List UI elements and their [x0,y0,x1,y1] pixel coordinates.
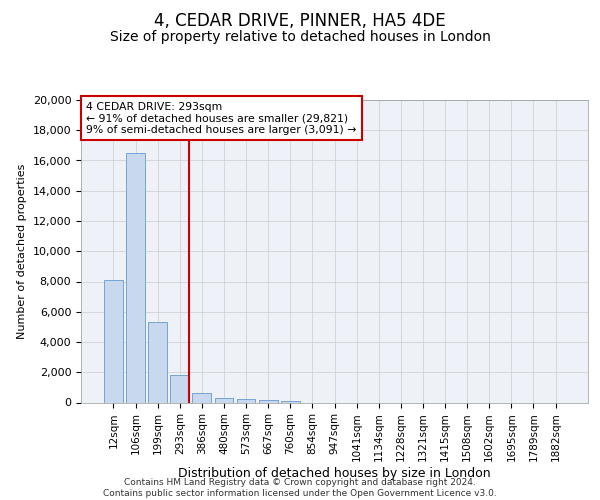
Text: Contains HM Land Registry data © Crown copyright and database right 2024.
Contai: Contains HM Land Registry data © Crown c… [103,478,497,498]
Bar [104,280,123,402]
X-axis label: Distribution of detached houses by size in London: Distribution of detached houses by size … [178,466,491,479]
Bar [281,400,299,402]
Bar [193,392,211,402]
Bar [215,398,233,402]
Text: 4, CEDAR DRIVE, PINNER, HA5 4DE: 4, CEDAR DRIVE, PINNER, HA5 4DE [154,12,446,30]
Bar [148,322,167,402]
Bar [259,400,278,402]
Bar [170,376,189,402]
Bar [236,400,256,402]
Text: Size of property relative to detached houses in London: Size of property relative to detached ho… [110,30,490,44]
Text: 4 CEDAR DRIVE: 293sqm
← 91% of detached houses are smaller (29,821)
9% of semi-d: 4 CEDAR DRIVE: 293sqm ← 91% of detached … [86,102,356,134]
Bar [126,153,145,402]
Y-axis label: Number of detached properties: Number of detached properties [17,164,27,339]
